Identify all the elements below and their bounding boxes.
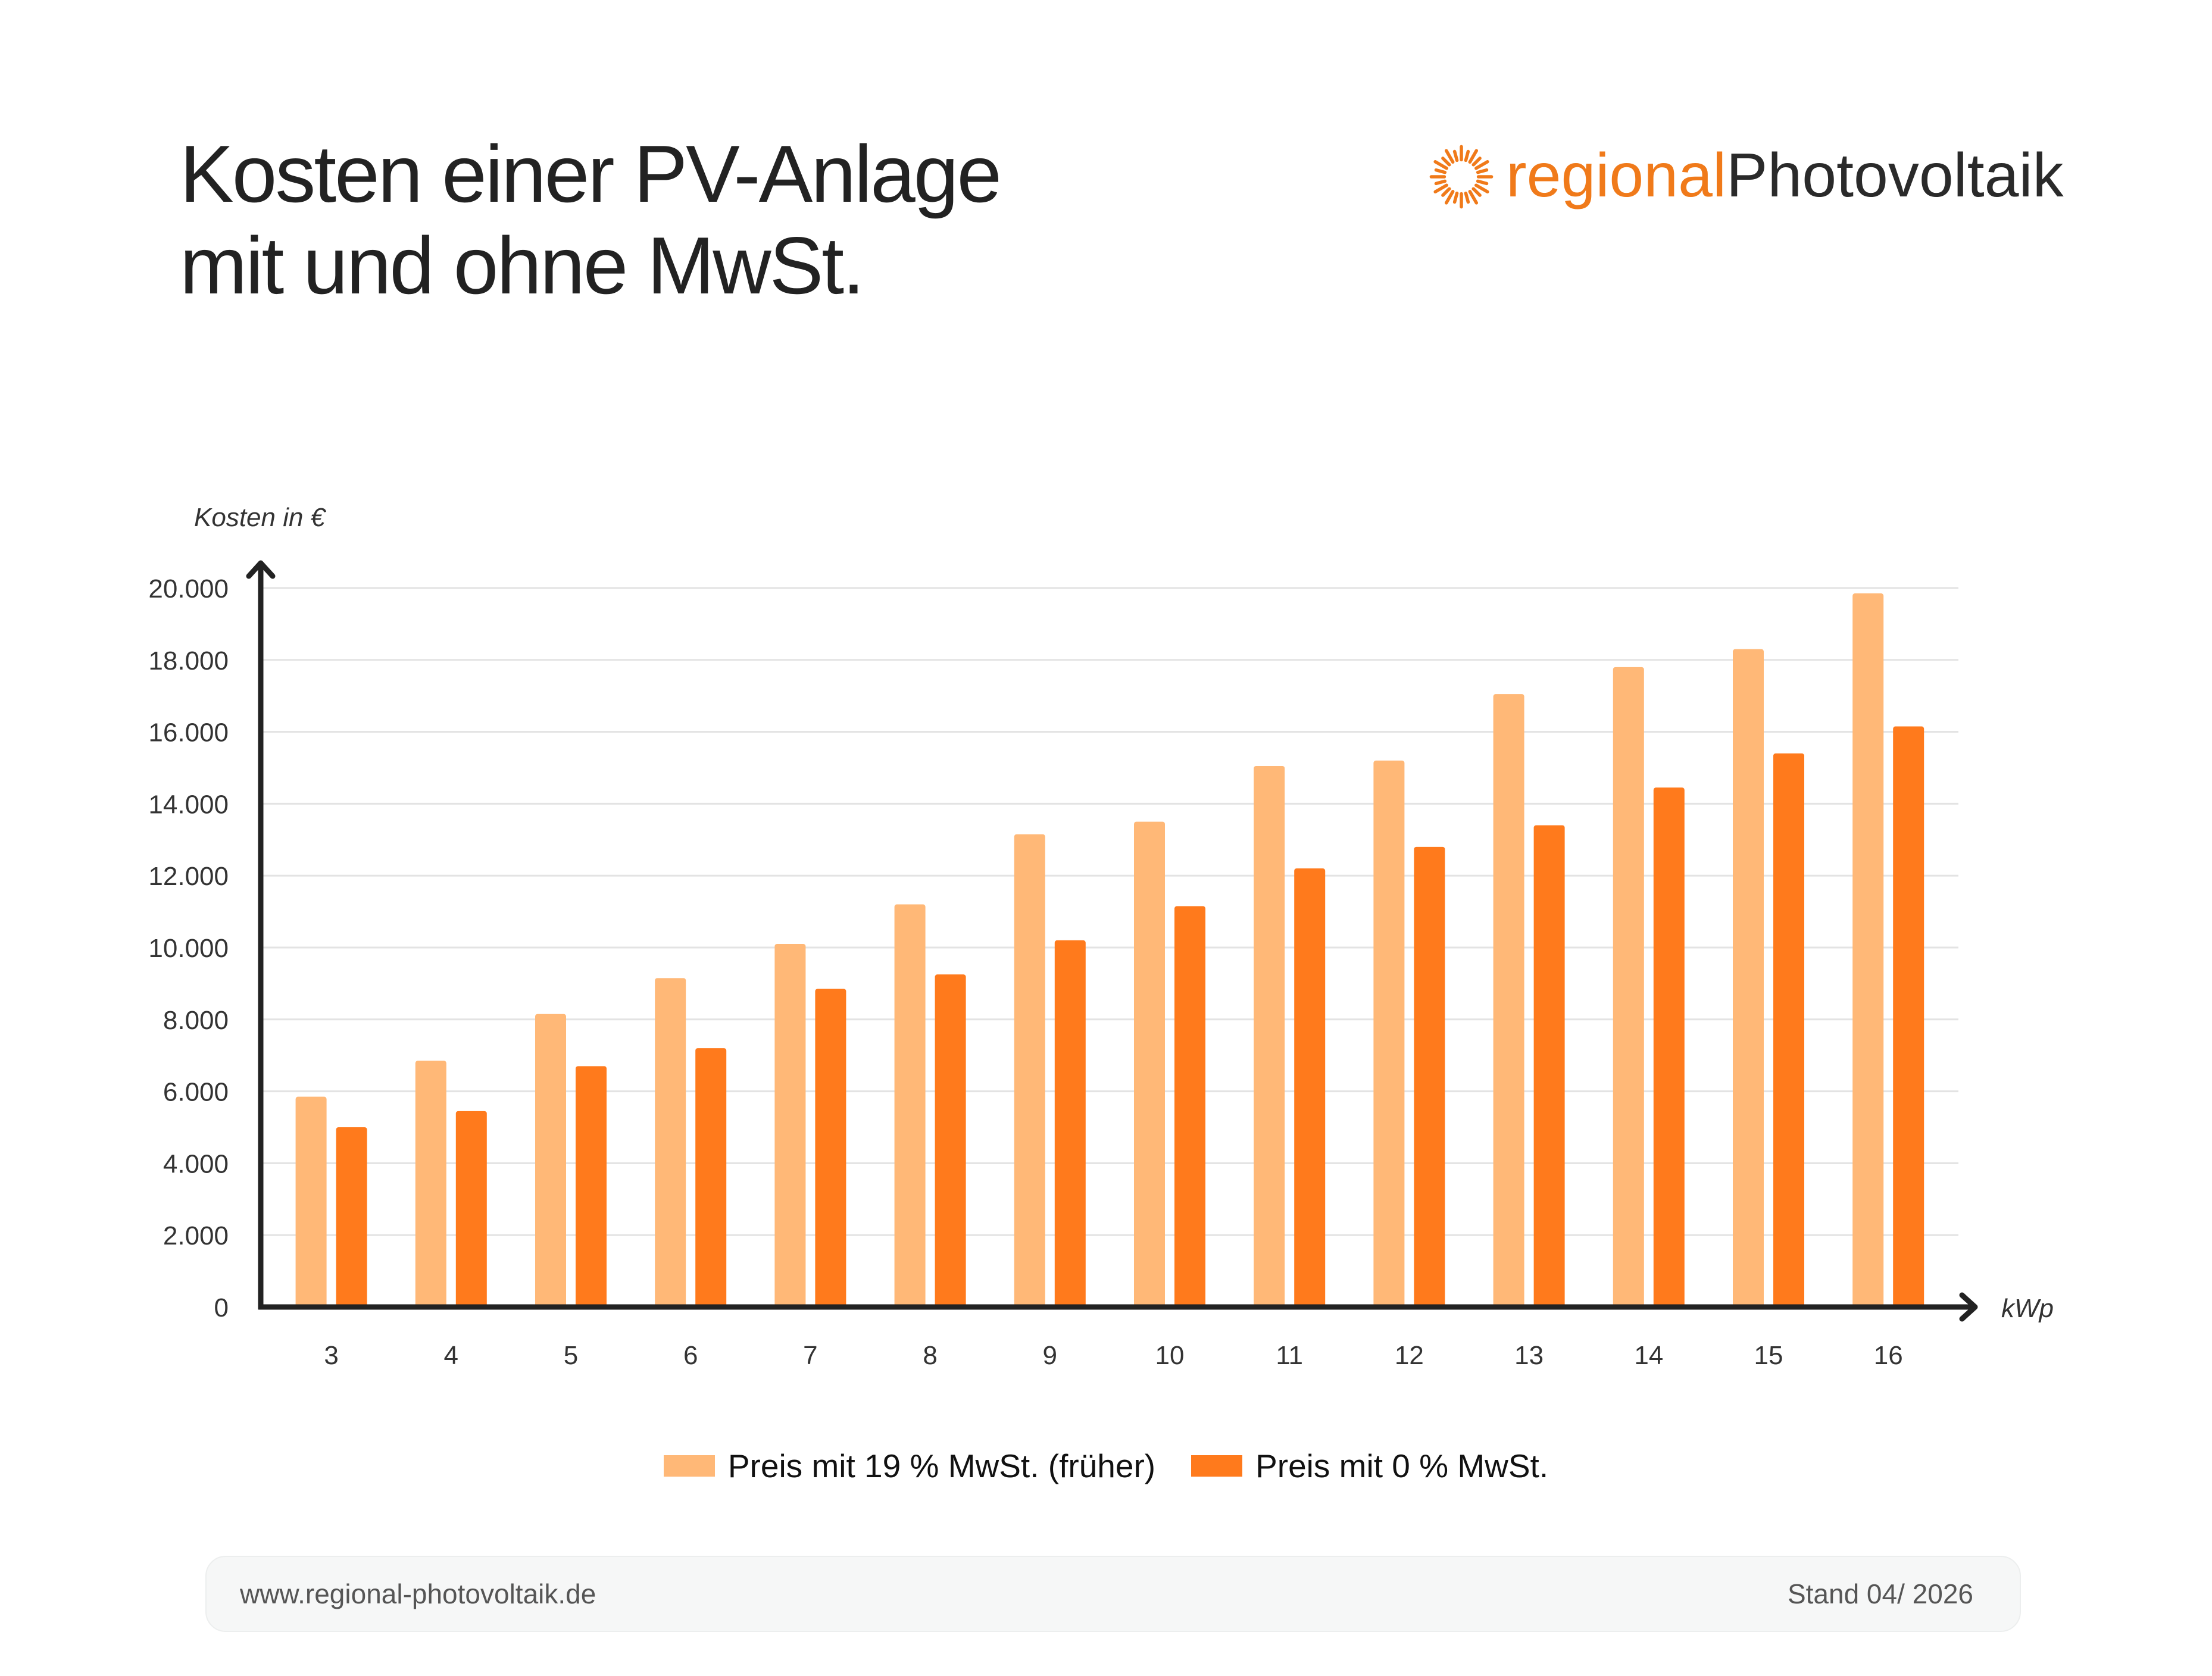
title-line-2: mit und ohne MwSt.: [180, 220, 865, 311]
bar: [655, 978, 686, 1307]
x-tick-label: 16: [1874, 1341, 1903, 1370]
bars: [295, 593, 1924, 1307]
y-tick-label: 10.000: [148, 934, 229, 963]
tick-labels: 0 2.000 4.000 6.000 8.000 10.000 12.000 14.000 1…: [148, 574, 1902, 1370]
brand-logo: regionalPhotovoltaik: [1429, 137, 2095, 214]
x-tick-label: 5: [564, 1341, 578, 1370]
legend-swatch: [1191, 1455, 1243, 1477]
x-tick-label: 8: [923, 1341, 937, 1370]
bar: [1174, 906, 1205, 1307]
bar: [1493, 694, 1524, 1307]
bar: [1893, 726, 1924, 1307]
x-axis-label: kWp: [2001, 1294, 2054, 1323]
bar: [894, 904, 926, 1307]
brand-name-part1: regional: [1506, 141, 1727, 210]
bar: [1054, 940, 1086, 1307]
x-axis-arrow: [1959, 1292, 1978, 1322]
legend-label: Preis mit 19 % MwSt. (früher): [727, 1447, 1156, 1484]
y-tick-label: 6.000: [163, 1078, 229, 1107]
chart-legend: Preis mit 19 % MwSt. (früher) Preis mit …: [0, 1439, 2212, 1493]
bar: [1414, 846, 1445, 1307]
y-tick-label: 14.000: [148, 790, 229, 819]
legend-swatch: [663, 1455, 715, 1477]
legend-item-19-percent: Preis mit 19 % MwSt. (früher): [663, 1447, 1156, 1485]
bar: [1533, 825, 1565, 1307]
bar: [1254, 765, 1285, 1307]
bar: [535, 1014, 566, 1307]
y-tick-label: 12.000: [148, 862, 229, 891]
y-axis-label: Kosten in €: [194, 503, 327, 532]
bar: [1613, 667, 1644, 1307]
bar: [455, 1111, 487, 1307]
x-tick-label: 10: [1155, 1341, 1185, 1370]
bar: [415, 1061, 446, 1307]
x-tick-label: 3: [324, 1341, 338, 1370]
bar: [576, 1066, 607, 1307]
x-tick-label: 4: [444, 1341, 458, 1370]
x-tick-label: 11: [1276, 1341, 1303, 1370]
bar: [774, 943, 806, 1307]
y-tick-label: 8.000: [163, 1006, 229, 1035]
brand-name-part2: Photovoltaik: [1726, 141, 2064, 210]
footer-date: Stand 04/ 2026: [1787, 1578, 1973, 1609]
brand-wordmark: regionalPhotovoltaik: [1506, 137, 2064, 214]
legend-label: Preis mit 0 % MwSt.: [1255, 1447, 1549, 1484]
page-title: Kosten einer PV-Anlage mit und ohne MwSt…: [180, 128, 1002, 311]
x-tick-label: 7: [803, 1341, 817, 1370]
bar: [1852, 593, 1884, 1307]
footer-bar: www.regional-photovoltaik.de Stand 04/ 2…: [205, 1556, 2021, 1632]
x-tick-label: 9: [1043, 1341, 1057, 1370]
y-tick-label: 16.000: [148, 718, 229, 748]
y-tick-label: 4.000: [163, 1149, 229, 1178]
x-tick-label: 6: [683, 1341, 698, 1370]
y-tick-label: 18.000: [148, 646, 229, 676]
bar: [1733, 649, 1764, 1307]
bar: [1373, 760, 1405, 1307]
bar: [695, 1048, 727, 1307]
y-axis-arrow: [246, 560, 276, 579]
bar: [1653, 787, 1685, 1307]
bar: [935, 974, 966, 1307]
bar: [1134, 821, 1165, 1307]
y-tick-label: 20.000: [148, 574, 229, 604]
x-tick-label: 12: [1395, 1341, 1424, 1370]
bar: [815, 989, 846, 1307]
footer-url[interactable]: www.regional-photovoltaik.de: [240, 1578, 596, 1609]
sun-icon: [1429, 145, 1494, 209]
y-tick-label: 2.000: [163, 1221, 229, 1250]
y-tick-label: 0: [214, 1293, 229, 1322]
x-tick-label: 14: [1634, 1341, 1663, 1370]
x-tick-label: 15: [1754, 1341, 1783, 1370]
title-line-1: Kosten einer PV-Anlage: [180, 129, 1002, 219]
bar: [1294, 868, 1326, 1307]
bar: [336, 1127, 367, 1307]
bar: [1773, 753, 1804, 1307]
legend-item-0-percent: Preis mit 0 % MwSt.: [1191, 1447, 1548, 1485]
grid-lines: [261, 587, 1958, 1236]
bar: [1014, 834, 1045, 1307]
axes: [246, 560, 1978, 1322]
bar: [295, 1096, 327, 1307]
x-tick-label: 13: [1514, 1341, 1544, 1370]
